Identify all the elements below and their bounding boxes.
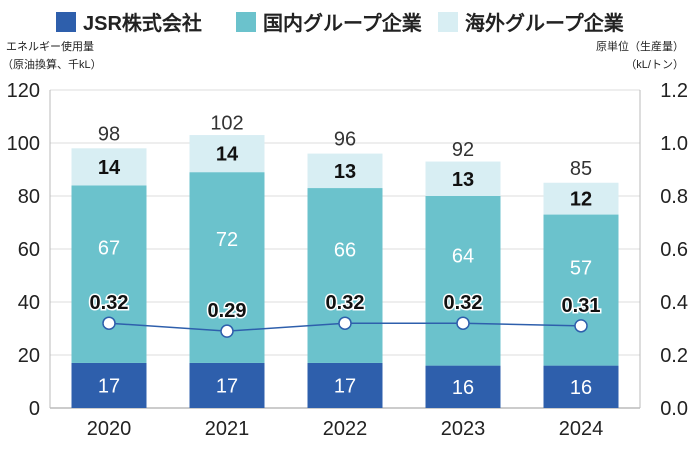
left-axis-label-line2: （原油換算、千kL） bbox=[2, 57, 102, 71]
x-tick-label: 2024 bbox=[559, 418, 604, 440]
legend-swatch bbox=[438, 12, 458, 32]
y-tick-right: 0.4 bbox=[660, 292, 688, 314]
intensity-label: 0.31 bbox=[562, 295, 601, 317]
right-axis-label-line1: 原単位（生産量） bbox=[596, 39, 684, 53]
bar-segment bbox=[307, 153, 383, 189]
legend-label: JSR株式会社 bbox=[83, 11, 202, 35]
y-tick-right: 0.8 bbox=[660, 186, 688, 208]
intensity-point bbox=[574, 319, 588, 333]
x-tick-label: 2022 bbox=[323, 418, 368, 440]
bar-value-label: 57 bbox=[570, 257, 592, 279]
bar-value-label: 13 bbox=[452, 169, 474, 191]
bar-value-label: 12 bbox=[570, 189, 592, 211]
y-tick-left: 0 bbox=[29, 398, 40, 420]
y-tick-left: 120 bbox=[7, 80, 40, 102]
bar-segment bbox=[307, 362, 383, 408]
bar-value-label: 66 bbox=[334, 239, 356, 261]
bar-value-label: 67 bbox=[98, 238, 120, 260]
bar-segment bbox=[425, 161, 501, 196]
bar-segment bbox=[189, 135, 265, 173]
intensity-label: 0.29 bbox=[208, 300, 247, 322]
bar-segment bbox=[71, 362, 147, 408]
bar-segment bbox=[425, 196, 501, 366]
bar-segment bbox=[543, 182, 619, 215]
x-tick-label: 2021 bbox=[205, 418, 250, 440]
bar-segment bbox=[71, 185, 147, 363]
bar-segment bbox=[71, 148, 147, 186]
y-tick-left: 80 bbox=[18, 186, 40, 208]
bar-value-label: 17 bbox=[98, 375, 120, 397]
bar-value-label: 13 bbox=[334, 161, 356, 183]
bar-segment bbox=[189, 362, 265, 408]
y-tick-left: 20 bbox=[18, 345, 40, 367]
bar-value-label: 64 bbox=[452, 245, 474, 267]
total-label: 102 bbox=[210, 113, 243, 135]
legend-swatch bbox=[236, 12, 256, 32]
y-tick-right: 1.2 bbox=[660, 80, 688, 102]
total-label: 96 bbox=[334, 129, 356, 151]
right-axis-label-line2: （kL/トン） bbox=[625, 58, 684, 71]
total-label: 85 bbox=[570, 158, 592, 180]
intensity-label: 0.32 bbox=[326, 292, 365, 314]
total-label: 92 bbox=[452, 139, 474, 161]
bar-segment bbox=[543, 365, 619, 408]
bar-segment bbox=[425, 365, 501, 408]
bar-value-label: 16 bbox=[570, 377, 592, 399]
bar-value-label: 14 bbox=[216, 144, 239, 166]
y-tick-right: 0.6 bbox=[660, 239, 688, 261]
y-tick-left: 60 bbox=[18, 239, 40, 261]
y-tick-left: 40 bbox=[18, 292, 40, 314]
bar-value-label: 16 bbox=[452, 377, 474, 399]
intensity-label: 0.32 bbox=[90, 292, 129, 314]
y-tick-right: 0.0 bbox=[660, 398, 688, 420]
bar-value-label: 17 bbox=[334, 375, 356, 397]
left-axis-label-line1: エネルギー使用量 bbox=[6, 40, 94, 53]
legend-swatch bbox=[56, 12, 76, 32]
intensity-point bbox=[456, 316, 470, 330]
legend-label: 海外グループ企業 bbox=[465, 11, 625, 35]
y-tick-right: 0.2 bbox=[660, 345, 688, 367]
bar-value-label: 72 bbox=[216, 229, 238, 251]
legend: JSR株式会社 国内グループ企業 海外グループ企業 bbox=[56, 11, 625, 35]
intensity-point bbox=[220, 324, 234, 338]
bar-segment bbox=[543, 214, 619, 366]
x-tick-label: 2023 bbox=[441, 418, 486, 440]
bar-segment bbox=[307, 188, 383, 363]
y-tick-right: 1.0 bbox=[660, 133, 688, 155]
y-tick-left: 100 bbox=[7, 133, 40, 155]
x-tick-label: 2020 bbox=[87, 418, 132, 440]
total-label: 98 bbox=[98, 123, 120, 145]
intensity-point bbox=[338, 316, 352, 330]
legend-label: 国内グループ企業 bbox=[263, 11, 423, 35]
intensity-point bbox=[102, 316, 116, 330]
bar-value-label: 17 bbox=[216, 375, 238, 397]
intensity-label: 0.32 bbox=[444, 292, 483, 314]
bar-value-label: 14 bbox=[98, 157, 121, 179]
